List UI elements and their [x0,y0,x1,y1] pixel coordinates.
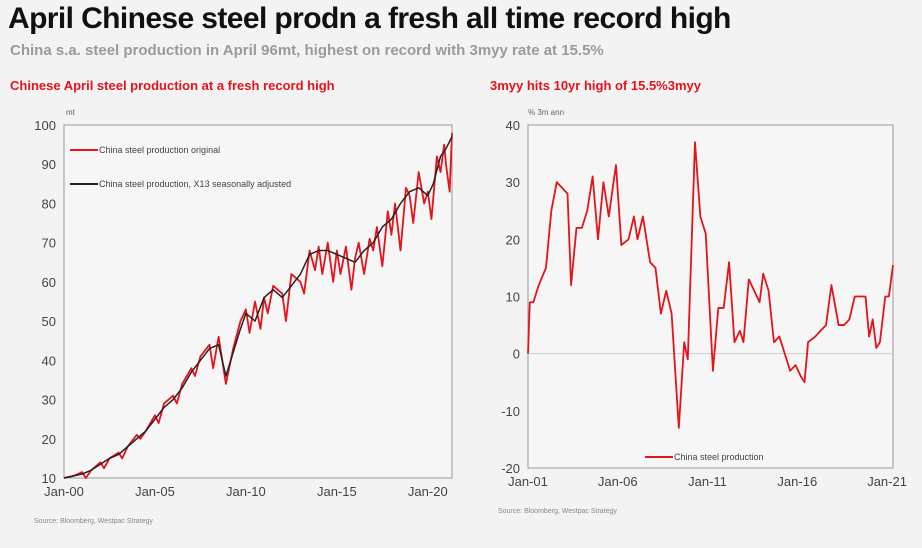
right-x-tick-label: Jan-16 [777,474,817,489]
page-subtitle: China s.a. steel production in April 96m… [10,42,604,59]
left-y-tick-label: 100 [34,118,56,133]
right-y-tick-label: 20 [506,232,520,247]
left-source-note: Source: Bloomberg, Westpac Strategy [34,518,153,525]
left-y-tick-label: 40 [42,353,56,368]
right-x-tick-label: Jan-01 [508,474,548,489]
left-x-tick-label: Jan-10 [226,484,266,499]
right-series-line-0 [527,141,894,429]
right-x-tick-label: Jan-06 [598,474,638,489]
left-y-tick-label: 80 [42,196,56,211]
left-y-tick-label: 50 [42,314,56,329]
left-legend-label: China steel production original [99,145,220,155]
right-chart-title: 3myy hits 10yr high of 15.5%3myy [490,78,701,93]
right-y-tick-label: -10 [501,404,520,419]
left-y-tick-label: 10 [42,471,56,486]
right-y-tick-label: -20 [501,461,520,476]
left-y-tick-label: 30 [42,393,56,408]
right-x-tick-label: Jan-11 [688,474,727,489]
right-source-note: Source: Bloomberg, Westpac Strategy [498,508,617,515]
right-y-tick-label: 40 [506,118,520,133]
left-plot-area [63,124,453,479]
left-x-tick-label: Jan-05 [135,484,175,499]
right-x-tick-label: Jan-21 [867,474,907,489]
left-y-tick-label: 60 [42,275,56,290]
right-legend-label: China steel production [674,452,764,462]
right-y-tick-label: 0 [513,347,520,362]
right-y-axis-unit: % 3m ann [528,108,564,117]
left-y-tick-label: 90 [42,157,56,172]
right-plot-area [527,124,894,469]
left-series-line-1 [63,136,453,479]
left-y-tick-label: 20 [42,432,56,447]
left-x-tick-label: Jan-00 [44,484,84,499]
right-y-tick-label: 30 [506,175,520,190]
left-x-tick-label: Jan-20 [408,484,448,499]
left-y-tick-label: 70 [42,236,56,251]
left-series-line-0 [63,132,453,479]
left-chart-title: Chinese April steel production at a fres… [10,78,335,93]
left-x-tick-label: Jan-15 [317,484,357,499]
page-title: April Chinese steel prodn a fresh all ti… [8,2,731,35]
left-legend-label: China steel production, X13 seasonally a… [99,179,291,189]
left-y-axis-unit: mt [66,108,76,117]
right-y-tick-label: 10 [506,290,520,305]
